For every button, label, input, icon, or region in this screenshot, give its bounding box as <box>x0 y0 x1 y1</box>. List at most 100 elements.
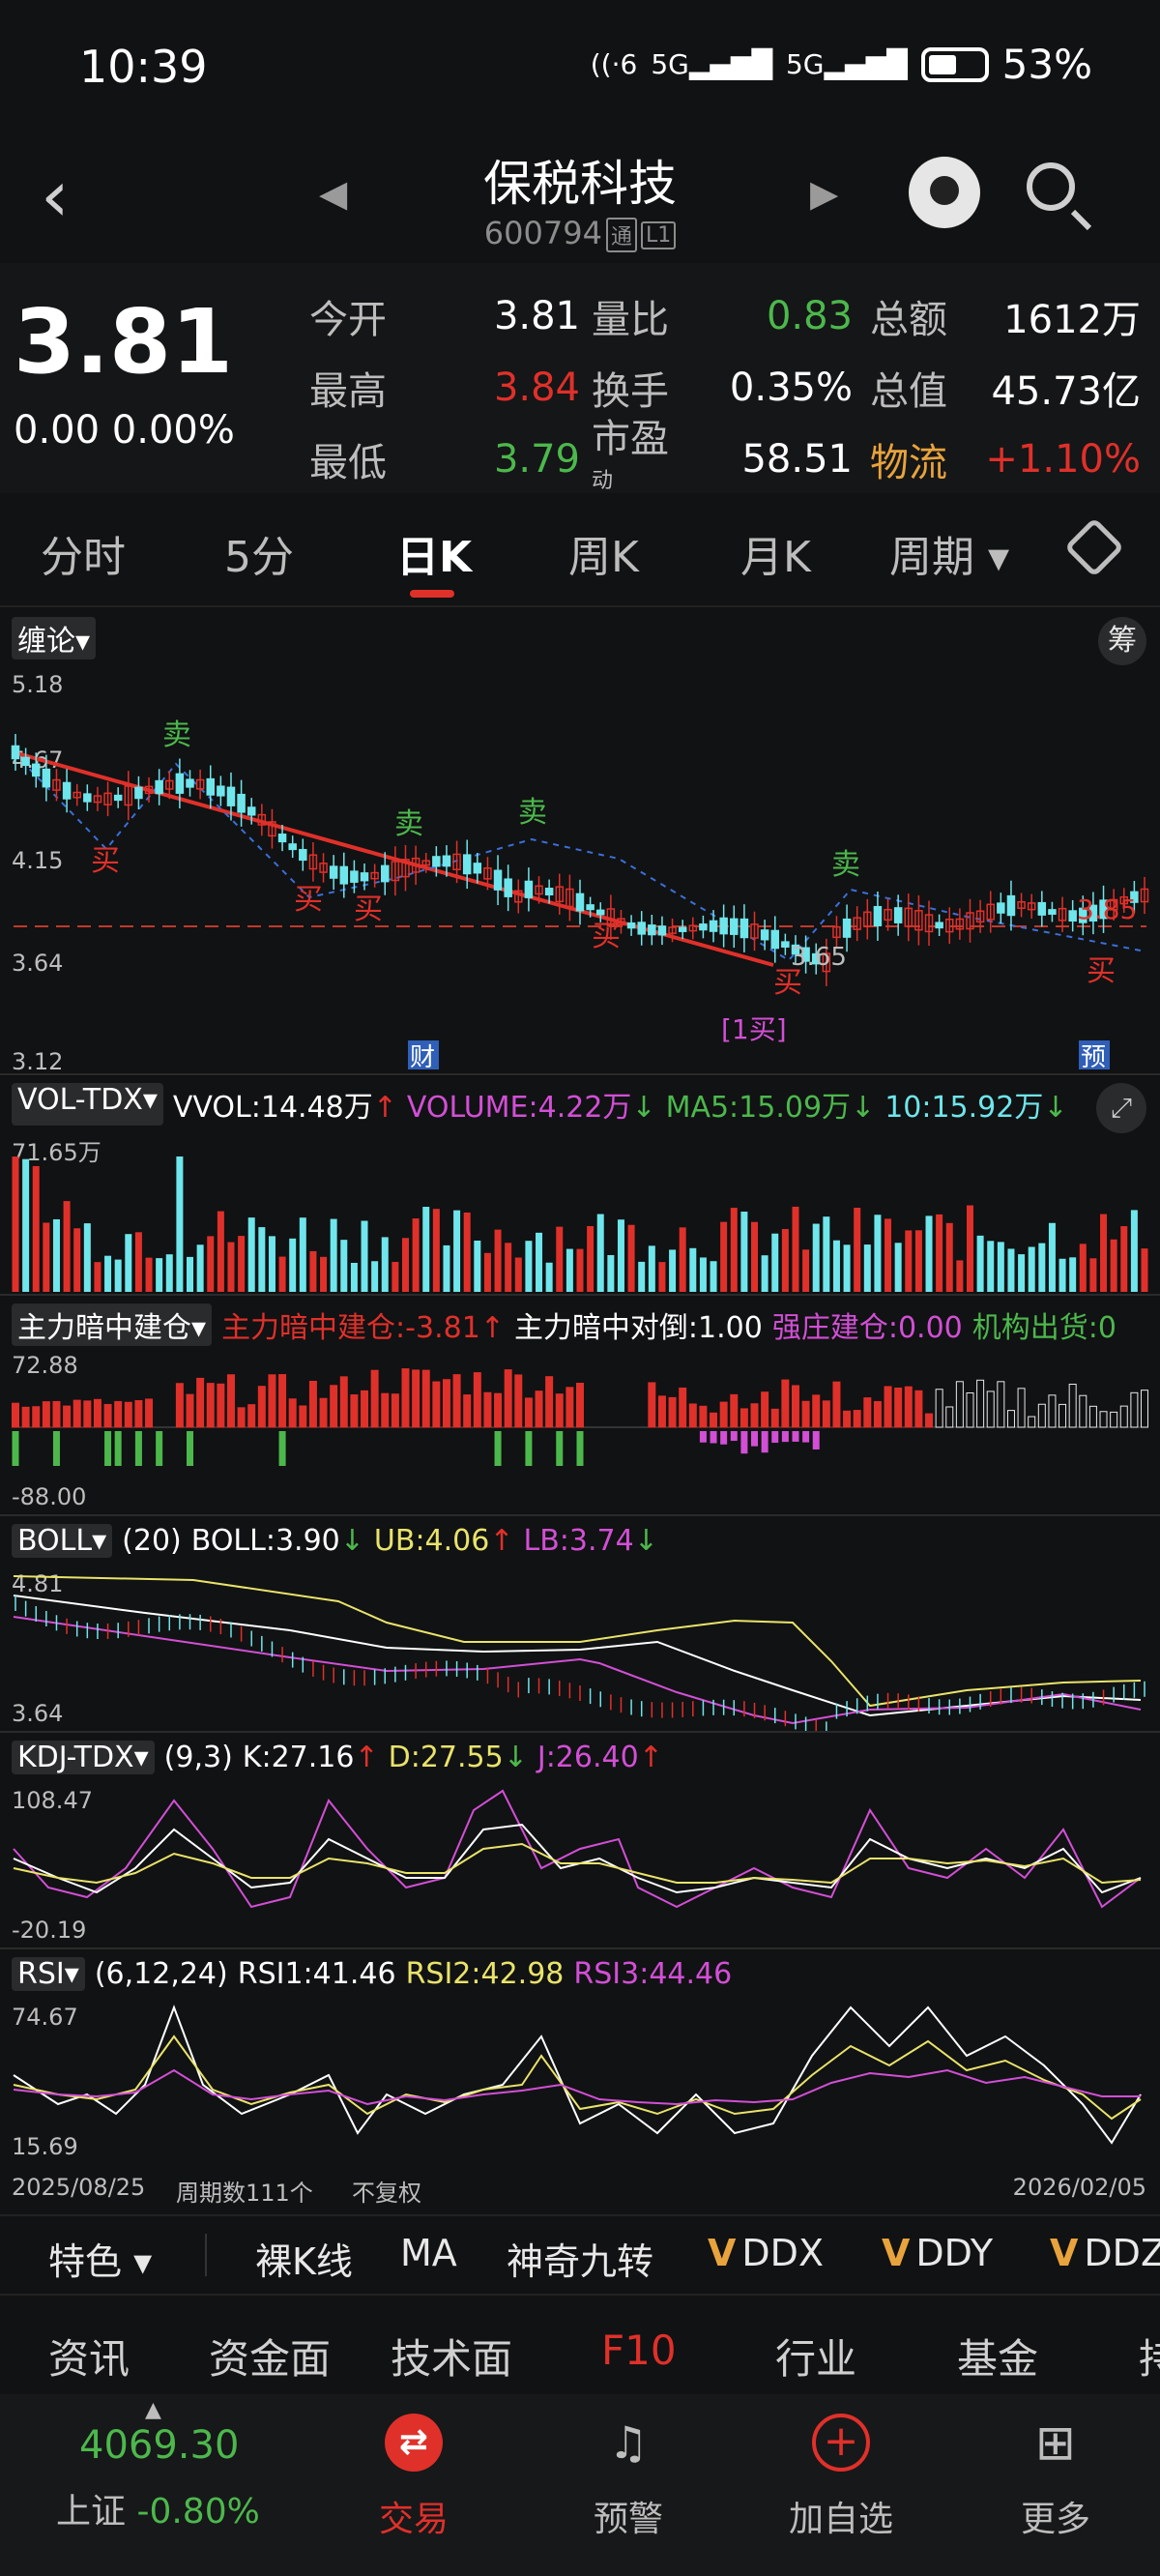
feature-ddz[interactable]: V DDZ <box>1050 2232 1160 2274</box>
index-name[interactable]: 上证 -0.80% <box>56 2492 260 2532</box>
kline-chart: 卖 卖 卖 卖 买 买 买 买 买 买 3.85 3.65 财 [1买] 预 <box>11 718 1149 1071</box>
candle-body <box>730 918 739 935</box>
volume-bar <box>699 1257 707 1292</box>
feature-naked-k[interactable]: 裸K线 <box>255 2240 353 2283</box>
adjust-mode[interactable]: 不复权 <box>352 2180 421 2207</box>
back-arrow-icon[interactable]: ‹ <box>41 155 70 238</box>
candle-body <box>1027 902 1036 911</box>
candle-body <box>966 912 974 930</box>
tab-fund[interactable]: 基金 <box>957 2335 1039 2383</box>
sell-mark: 卖 <box>394 807 423 841</box>
index-value[interactable]: 4069.30 <box>79 2423 240 2468</box>
candle-body <box>195 778 205 790</box>
feature-ddy[interactable]: V DDY <box>882 2232 994 2274</box>
candle-body <box>1048 909 1057 915</box>
kdj-panel[interactable]: KDJ-TDX▾ (9,3) K:27.16↑ D:27.55↓ J:26.40… <box>0 1731 1160 1947</box>
candle-body <box>617 918 625 926</box>
kline-panel[interactable]: 缠论▾ 筹 5.18 4.67 4.15 3.64 3.12 卖 卖 卖 卖 买… <box>0 607 1160 1075</box>
grid-icon[interactable]: ⊞ <box>1035 2415 1076 2471</box>
tab-active-indicator <box>410 590 454 598</box>
feature-select[interactable]: 特色 ▾ <box>48 2240 153 2283</box>
zl-bar <box>124 1401 132 1428</box>
candle-body <box>144 785 154 795</box>
zl-bar <box>350 1394 359 1428</box>
chip-distribution-button[interactable]: 筹 <box>1098 617 1146 665</box>
zl-bar <box>1058 1403 1067 1428</box>
volume-bar <box>32 1165 40 1292</box>
lb-value: LB:3.74↓ <box>523 1524 658 1558</box>
boll-top-label: 4.81 <box>12 1570 64 1597</box>
settings-icon[interactable] <box>1063 516 1125 578</box>
assistant-icon[interactable] <box>909 157 980 228</box>
zl-bar <box>730 1393 739 1428</box>
boll-indicator-select[interactable]: BOLL▾ <box>12 1524 113 1558</box>
expand-icon[interactable]: ⤢ <box>1096 1083 1146 1133</box>
boll-panel[interactable]: BOLL▾ (20) BOLL:3.90↓ UB:4.06↑ LB:3.74↓ … <box>0 1514 1160 1731</box>
quote-panel: 3.81 0.00 0.00% 今开 3.81 量比 0.83 总额 1612万 最高… <box>0 263 1160 493</box>
tab-monthly-k[interactable]: 月K <box>740 533 811 582</box>
candle-body <box>483 867 492 880</box>
zl-indicator-select[interactable]: 主力暗中建仓▾ <box>12 1303 213 1346</box>
zl-bar <box>770 1408 779 1428</box>
tab-industry[interactable]: 行业 <box>775 2335 857 2383</box>
candle-body <box>1119 895 1129 905</box>
candle-body <box>462 854 472 875</box>
tab-weekly-k[interactable]: 周K <box>568 533 639 582</box>
zl-neg-bar <box>710 1431 717 1444</box>
add-icon[interactable]: + <box>812 2414 870 2472</box>
nav-add-watch[interactable]: 加自选 <box>788 2500 893 2539</box>
zl-bar <box>791 1385 799 1428</box>
nav-trade[interactable]: 交易 <box>378 2500 449 2539</box>
zl-bar <box>750 1403 759 1428</box>
bell-icon[interactable]: ♫ <box>608 2416 649 2469</box>
sector-link[interactable]: 物流 <box>870 441 947 485</box>
volume-bar <box>258 1227 266 1292</box>
quote-row: 最低 3.79 市盈动 58.51 物流 +1.10% <box>309 417 1141 494</box>
candle-body <box>42 768 51 788</box>
feature-ma[interactable]: MA <box>400 2232 457 2274</box>
nav-more[interactable]: 更多 <box>1020 2500 1090 2539</box>
vol-indicator-select[interactable]: VOL-TDX▾ <box>12 1083 163 1126</box>
zl-neg-bar <box>771 1431 779 1444</box>
tab-daily-k[interactable]: 日K <box>396 533 473 582</box>
indicator-select[interactable]: 缠论▾ <box>12 617 97 659</box>
nav-alert[interactable]: 预警 <box>593 2500 663 2539</box>
zl-bar <box>504 1369 512 1428</box>
feature-nine-turn[interactable]: 神奇九转 <box>507 2240 654 2283</box>
tab-technical[interactable]: 技术面 <box>391 2335 513 2383</box>
volume-bar <box>483 1252 491 1292</box>
tab-f10[interactable]: F10 <box>601 2327 677 2374</box>
search-icon[interactable] <box>1027 162 1075 211</box>
zl-bar <box>812 1394 821 1428</box>
zl-bar <box>93 1398 102 1428</box>
tab-news[interactable]: 资讯 <box>48 2335 130 2383</box>
zl-bar <box>237 1407 246 1428</box>
tab-more[interactable]: 持 <box>1139 2335 1160 2383</box>
feature-ddx[interactable]: V DDX <box>708 2232 824 2274</box>
candle-body <box>237 793 246 813</box>
zl-bar <box>319 1397 328 1428</box>
kdj-bottom-label: -20.19 <box>12 1917 87 1944</box>
status-icons: ((·6 5G▂▄▆█ 5G▂▄▆█ 53% <box>591 41 1092 88</box>
kdj-indicator-select[interactable]: KDJ-TDX▾ <box>12 1741 155 1774</box>
zl-bar <box>873 1400 882 1428</box>
candle-body <box>329 865 338 879</box>
rsi-panel[interactable]: RSI▾ (6,12,24) RSI1:41.46 RSI2:42.98 RSI… <box>0 1947 1160 2164</box>
rsi-indicator-select[interactable]: RSI▾ <box>12 1957 85 1991</box>
tab-5min[interactable]: 5分 <box>224 533 294 582</box>
prev-stock-icon[interactable]: ◀ <box>319 172 348 215</box>
zl-bar <box>699 1405 708 1428</box>
tab-period[interactable]: 周期 ▾ <box>889 533 1010 582</box>
tab-fenshi[interactable]: 分时 <box>41 533 126 582</box>
candle-body <box>699 923 708 931</box>
next-stock-icon[interactable]: ▶ <box>810 172 839 215</box>
tab-capital[interactable]: 资金面 <box>209 2335 332 2383</box>
main-force-panel[interactable]: 主力暗中建仓▾ 主力暗中建仓:-3.81↑ 主力暗中对倒:1.00 强庄建仓:0… <box>0 1294 1160 1514</box>
trade-icon[interactable]: ⇄ <box>385 2414 443 2472</box>
candle-body <box>350 870 359 883</box>
volume-panel[interactable]: VOL-TDX▾ VVOL:14.48万↑ VOLUME:4.22万↓ MA5:… <box>0 1073 1160 1294</box>
zl-bar <box>781 1379 790 1428</box>
volume-bar <box>278 1256 286 1292</box>
zl-bar <box>421 1369 430 1428</box>
candle-body <box>411 857 420 873</box>
